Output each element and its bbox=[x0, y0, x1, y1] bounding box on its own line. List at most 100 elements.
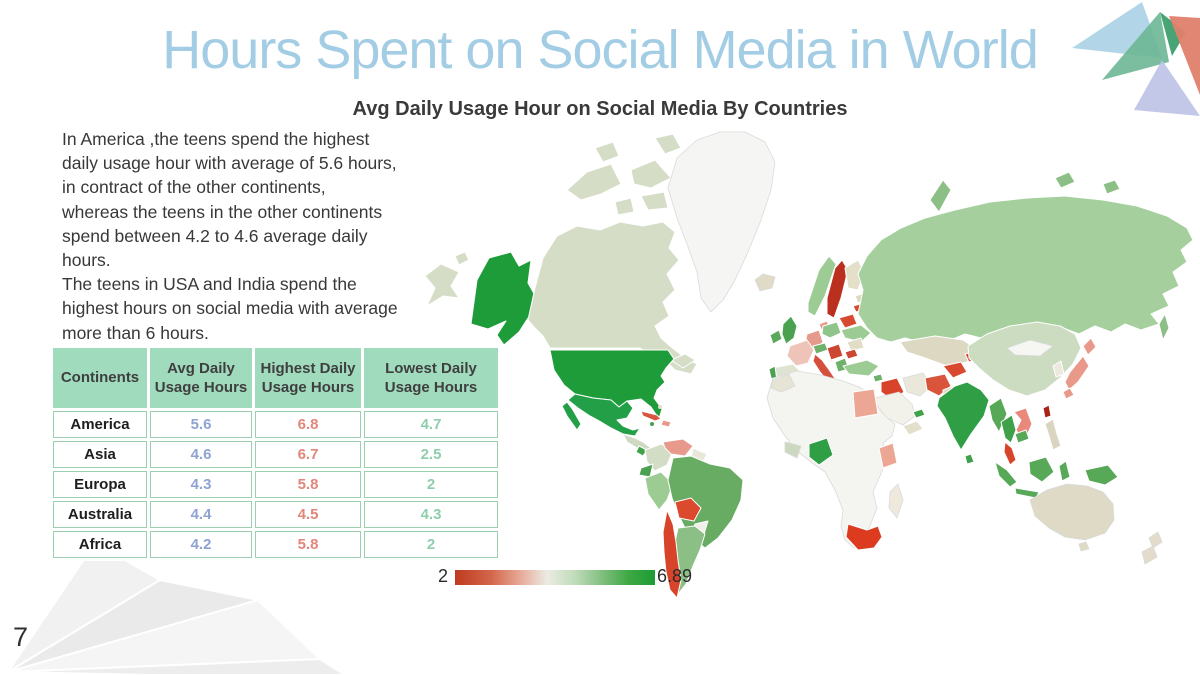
map-region-belarus bbox=[838, 313, 858, 329]
table-cell-lowest: 4.3 bbox=[364, 501, 498, 528]
map-region-sri-lanka bbox=[964, 453, 975, 465]
legend-min-label: 2 bbox=[437, 566, 448, 586]
table-cell-lowest: 2.5 bbox=[364, 441, 498, 468]
decor-triangle-teal bbox=[1102, 12, 1169, 80]
map-region-nigeria bbox=[808, 437, 834, 466]
map-region-egypt bbox=[852, 388, 879, 419]
map-region-ghana bbox=[784, 441, 802, 459]
map-region-chukotka bbox=[454, 251, 470, 266]
map-region-philippines bbox=[1044, 418, 1062, 451]
slide-title: Hours Spent on Social Media in World bbox=[162, 20, 1038, 80]
table-header-lowest: Lowest Daily Usage Hours bbox=[364, 348, 498, 408]
map-region-romania bbox=[846, 337, 865, 352]
map-region-cuba bbox=[640, 410, 662, 422]
map-region-uzbekistan bbox=[942, 361, 968, 379]
table-cell-highest: 6.7 bbox=[255, 441, 361, 468]
map-region-bolivia bbox=[674, 497, 702, 522]
map-region-france bbox=[786, 339, 815, 367]
map-region-ecuador bbox=[638, 463, 654, 478]
map-region-taiwan bbox=[1042, 404, 1052, 419]
table-cell-lowest: 4.7 bbox=[364, 411, 498, 438]
map-region-canada-islands bbox=[630, 159, 672, 189]
map-region-canada-islands bbox=[594, 141, 620, 163]
table-cell-avg: 4.2 bbox=[150, 531, 252, 558]
table-cell-highest: 5.8 bbox=[255, 471, 361, 498]
decor-triangle-dark-green bbox=[1160, 12, 1186, 56]
map-region-cambodia bbox=[1014, 429, 1030, 444]
map-region-balkans bbox=[826, 343, 844, 361]
map-region-greenland bbox=[667, 131, 776, 313]
map-region-novaya-zemlya bbox=[929, 179, 952, 213]
world-choropleth-map bbox=[424, 131, 1194, 599]
map-region-south-africa bbox=[845, 523, 883, 551]
map-region-sakhalin bbox=[1158, 313, 1170, 341]
map-region-malaysia bbox=[1003, 441, 1017, 466]
map-region-japan-honshu bbox=[1064, 355, 1090, 391]
map-region-peru bbox=[644, 471, 674, 511]
map-region-chukotka bbox=[424, 263, 460, 307]
map-region-norway bbox=[807, 255, 837, 317]
map-region-canada-islands bbox=[614, 197, 635, 216]
table-cell-lowest: 2 bbox=[364, 471, 498, 498]
intro-paragraph: In America ,the teens spend the highest … bbox=[62, 129, 398, 343]
map-region-sweden bbox=[826, 259, 849, 319]
map-region-syria bbox=[872, 373, 884, 383]
map-region-thailand bbox=[1000, 414, 1017, 444]
table-cell-lowest: 2 bbox=[364, 531, 498, 558]
map-region-costa-rica bbox=[635, 445, 648, 457]
map-region-ireland bbox=[769, 329, 783, 345]
table-cell-continent: Asia bbox=[53, 441, 147, 468]
map-region-australia bbox=[1029, 483, 1115, 541]
map-region-mexico bbox=[567, 393, 641, 437]
map-region-arctic-islands bbox=[1054, 171, 1076, 189]
table-header-highest: Highest Daily Usage Hours bbox=[255, 348, 361, 408]
table-cell-continent: Australia bbox=[53, 501, 147, 528]
table-cell-avg: 4.4 bbox=[150, 501, 252, 528]
map-region-new-zealand bbox=[1148, 531, 1163, 549]
map-region-hispaniola bbox=[660, 419, 672, 428]
map-region-uk bbox=[781, 315, 798, 345]
map-region-iran bbox=[902, 372, 932, 397]
decor-triangle bbox=[7, 657, 345, 675]
map-region-iceland bbox=[754, 273, 776, 292]
map-region-canada-islands bbox=[566, 163, 622, 201]
map-region-mexico-baja bbox=[561, 401, 582, 431]
map-region-turkey bbox=[842, 359, 880, 377]
table-cell-avg: 4.3 bbox=[150, 471, 252, 498]
map-region-kazakhstan bbox=[899, 335, 976, 367]
map-region-brazil bbox=[667, 455, 744, 549]
map-region-china bbox=[967, 321, 1082, 397]
continent-usage-table: Continents Avg Daily Usage Hours Highest… bbox=[50, 345, 501, 561]
legend-max-label: 6.89 bbox=[657, 566, 693, 586]
table-cell-continent: Africa bbox=[53, 531, 147, 558]
map-region-indonesia-borneo bbox=[1028, 456, 1055, 483]
map-region-indonesia-sumatra bbox=[994, 461, 1018, 488]
map-region-nova-scotia bbox=[670, 353, 696, 369]
map-region-mongolia bbox=[1006, 339, 1054, 357]
map-region-morocco bbox=[770, 373, 796, 393]
map-region-japan-hokkaido bbox=[1082, 337, 1097, 356]
legend-gradient-bar bbox=[455, 570, 655, 585]
table-cell-continent: America bbox=[53, 411, 147, 438]
table-cell-highest: 4.5 bbox=[255, 501, 361, 528]
map-region-chile bbox=[662, 509, 682, 599]
top-right-decoration bbox=[1072, 2, 1200, 116]
map-region-japan-kyushu bbox=[1062, 387, 1075, 400]
map-region-tasmania bbox=[1078, 541, 1090, 552]
decor-triangle-salmon bbox=[1169, 16, 1200, 95]
map-region-korea bbox=[1052, 360, 1065, 378]
decor-triangle-lavender bbox=[1134, 60, 1200, 116]
map-region-poland bbox=[821, 321, 842, 339]
map-region-jamaica bbox=[650, 422, 654, 426]
map-region-ukraine bbox=[840, 324, 872, 343]
map-region-indonesia-sulawesi bbox=[1058, 460, 1071, 482]
map-region-new-zealand bbox=[1141, 545, 1158, 565]
table-header-continents: Continents bbox=[53, 348, 147, 408]
map-region-uae bbox=[912, 408, 926, 419]
page-number: 7 bbox=[13, 622, 29, 652]
bottom-left-decoration bbox=[7, 541, 345, 675]
map-region-arctic-islands bbox=[1102, 179, 1121, 195]
map-region-venezuela bbox=[662, 438, 694, 457]
map-region-russia bbox=[857, 195, 1194, 343]
